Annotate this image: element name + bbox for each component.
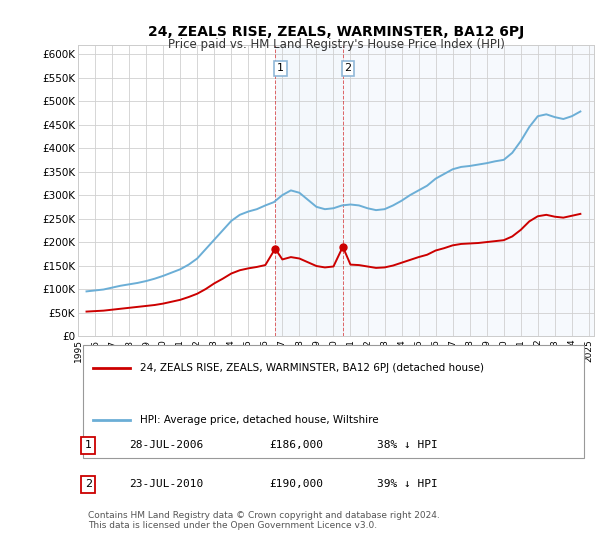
Text: 24, ZEALS RISE, ZEALS, WARMINSTER, BA12 6PJ: 24, ZEALS RISE, ZEALS, WARMINSTER, BA12 …	[148, 25, 524, 39]
Text: 1: 1	[277, 63, 284, 73]
Bar	[343, 45, 594, 336]
Text: 39% ↓ HPI: 39% ↓ HPI	[377, 479, 438, 489]
Bar	[275, 45, 343, 336]
Text: HPI: Average price, detached house, Wiltshire: HPI: Average price, detached house, Wilt…	[140, 415, 379, 424]
Text: 23-JUL-2010: 23-JUL-2010	[130, 479, 204, 489]
Text: 2: 2	[85, 479, 92, 489]
Text: 38% ↓ HPI: 38% ↓ HPI	[377, 440, 438, 450]
Text: 28-JUL-2006: 28-JUL-2006	[130, 440, 204, 450]
Text: £186,000: £186,000	[269, 440, 323, 450]
FancyBboxPatch shape	[83, 345, 584, 458]
Text: Price paid vs. HM Land Registry's House Price Index (HPI): Price paid vs. HM Land Registry's House …	[167, 38, 505, 51]
Text: £190,000: £190,000	[269, 479, 323, 489]
Text: 24, ZEALS RISE, ZEALS, WARMINSTER, BA12 6PJ (detached house): 24, ZEALS RISE, ZEALS, WARMINSTER, BA12 …	[140, 363, 484, 373]
Text: 2: 2	[344, 63, 352, 73]
Text: Contains HM Land Registry data © Crown copyright and database right 2024.
This d: Contains HM Land Registry data © Crown c…	[88, 511, 440, 530]
Text: 1: 1	[85, 440, 92, 450]
